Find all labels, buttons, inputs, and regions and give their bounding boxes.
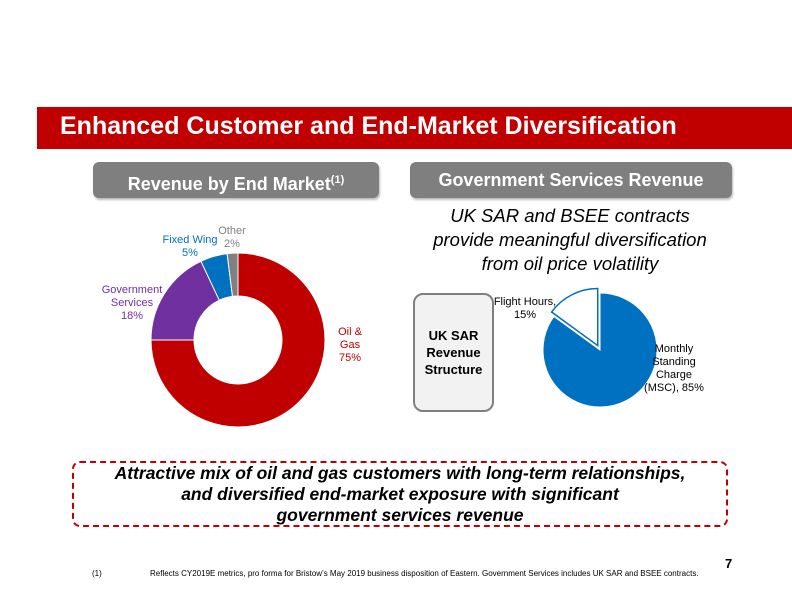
government-services-header: Government Services Revenue bbox=[410, 162, 732, 198]
page-number: 7 bbox=[725, 556, 733, 571]
pie-slice-flight-hours bbox=[550, 287, 599, 348]
footnote-number: (1) bbox=[92, 569, 102, 578]
label-msc: Monthly Standing Charge (MSC), 85% bbox=[644, 343, 704, 394]
footnote-ref: (1) bbox=[330, 174, 345, 186]
slide-title: Enhanced Customer and End-Market Diversi… bbox=[60, 112, 677, 140]
title-bar bbox=[37, 107, 792, 149]
subtitle: UK SAR and BSEE contracts provide meanin… bbox=[395, 204, 745, 276]
label-government-services: Government Services 18% bbox=[101, 284, 163, 322]
pie-chart bbox=[542, 287, 658, 408]
callout-text: Attractive mix of oil and gas customers … bbox=[114, 463, 686, 525]
subtitle-line: provide meaningful diversification bbox=[433, 229, 707, 250]
uk-sar-revenue-structure-box: UK SAR Revenue Structure bbox=[413, 293, 494, 412]
header-text: Revenue by End Market bbox=[127, 174, 331, 194]
label-oil-gas: Oil & Gas 75% bbox=[338, 326, 362, 364]
donut-slice-other bbox=[226, 252, 239, 297]
label-flight-hours: Flight Hours, 15% bbox=[493, 296, 557, 321]
pie-slice-monthly-standing-charge-msc- bbox=[542, 292, 658, 408]
subtitle-line: from oil price volatility bbox=[481, 253, 659, 274]
donut-chart bbox=[150, 252, 326, 428]
label-other: Other 2% bbox=[218, 225, 246, 250]
donut-slice-oil-gas bbox=[150, 252, 326, 428]
subtitle-line: UK SAR and BSEE contracts bbox=[450, 205, 690, 226]
revenue-by-end-market-header: Revenue by End Market(1) bbox=[93, 162, 379, 198]
callout-box bbox=[72, 461, 728, 527]
label-fixed-wing: Fixed Wing 5% bbox=[162, 234, 218, 259]
footnote-text: Reflects CY2019E metrics, pro forma for … bbox=[150, 569, 699, 578]
